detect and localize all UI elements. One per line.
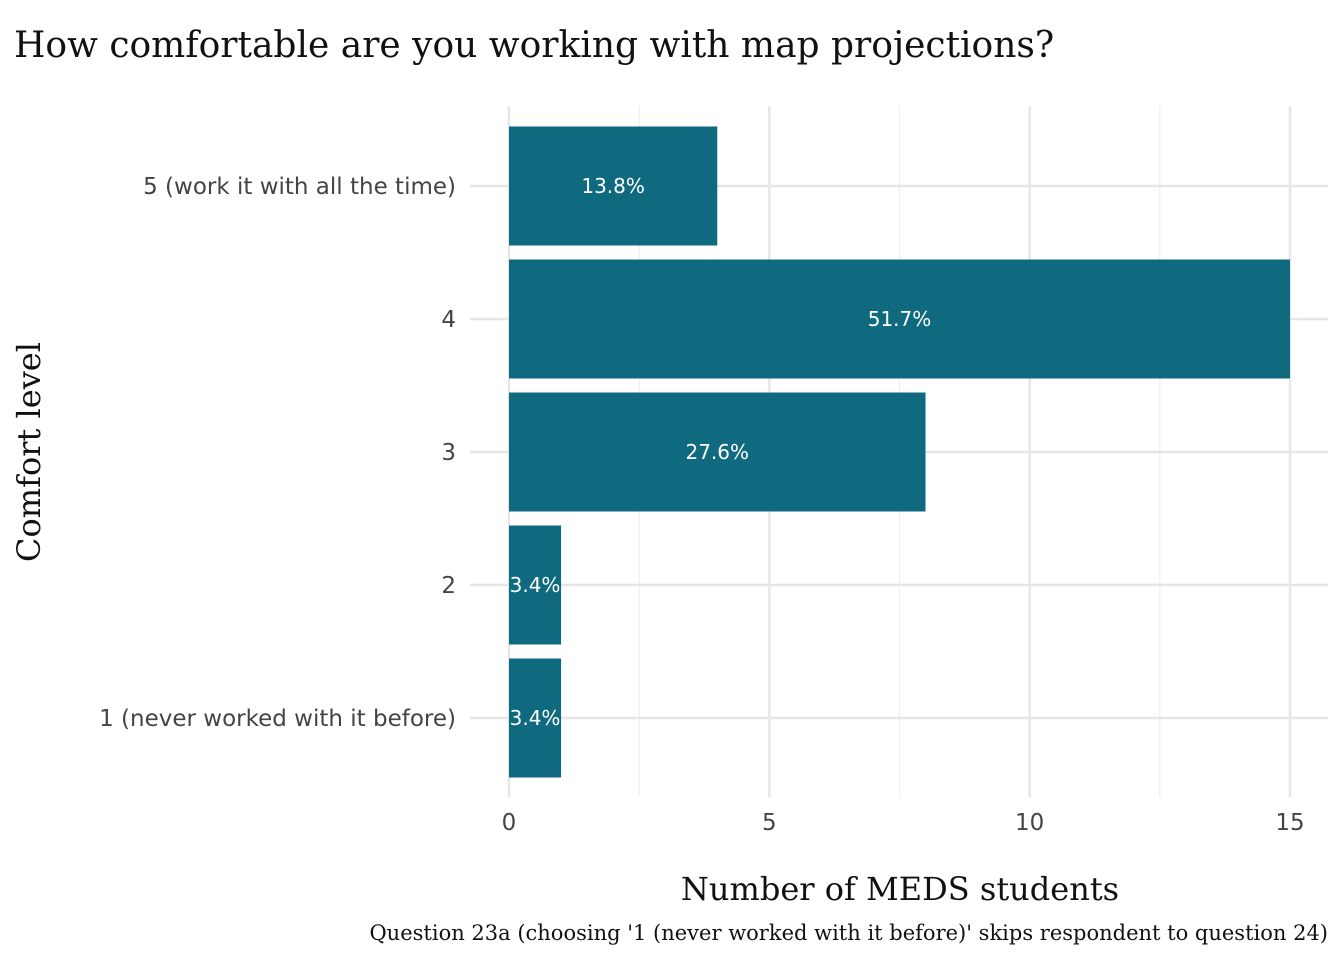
bar — [509, 658, 562, 778]
y-axis-ticks: 5 (work it with all the time) 4 3 2 1 (never… — [99, 174, 456, 732]
bars: 13.8% 51.7% 27.6% 3.4% 3.4% — [509, 126, 1290, 778]
x-axis-ticks: 0 5 10 15 — [502, 810, 1305, 836]
y-tick-label: 5 (work it with all the time) — [143, 174, 456, 200]
x-axis-title: Number of MEDS students — [681, 870, 1119, 908]
y-tick-label: 2 — [441, 573, 456, 599]
bar-data-label: 51.7% — [868, 307, 932, 331]
bar-data-label: 3.4% — [510, 706, 561, 730]
chart-caption: Question 23a (choosing '1 (never worked … — [369, 921, 1328, 945]
bar — [509, 525, 562, 645]
bar — [509, 126, 718, 246]
bar — [509, 392, 926, 512]
x-tick-label: 0 — [502, 810, 517, 836]
bar-data-label: 27.6% — [685, 440, 749, 464]
x-tick-label: 15 — [1275, 810, 1304, 836]
chart-title: How comfortable are you working with map… — [14, 25, 1054, 66]
x-tick-label: 10 — [1015, 810, 1044, 836]
bar-data-label: 3.4% — [510, 573, 561, 597]
x-tick-label: 5 — [762, 810, 777, 836]
y-axis-title: Comfort level — [10, 342, 48, 562]
y-tick-label: 4 — [441, 307, 456, 333]
bar-data-label: 13.8% — [581, 174, 645, 198]
bar — [509, 259, 1290, 379]
y-tick-label: 3 — [441, 440, 456, 466]
y-tick-label: 1 (never worked with it before) — [99, 706, 456, 732]
